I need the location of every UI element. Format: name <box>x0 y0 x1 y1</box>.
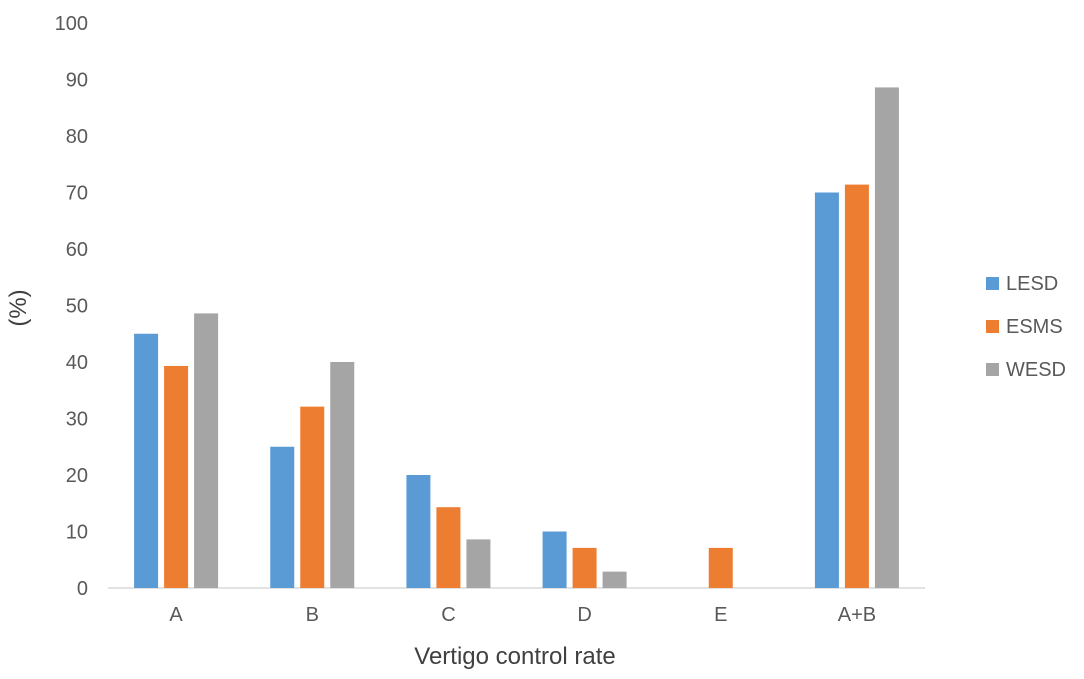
legend: LESD ESMS WESD <box>986 273 1066 381</box>
bar-wesd-c <box>466 539 491 588</box>
bar-lesd-a <box>134 333 159 588</box>
legend-label-wesd: WESD <box>1006 359 1066 381</box>
x-tick-label: B <box>306 604 319 626</box>
bar-esms-d <box>572 547 597 588</box>
x-tick-label: E <box>714 604 727 626</box>
bar-wesd-a <box>194 313 219 588</box>
bar-esms-c <box>436 507 461 588</box>
y-axis-title: (%) <box>5 289 32 326</box>
bar-lesd-c <box>406 475 431 588</box>
y-tick-label: 50 <box>66 296 88 318</box>
bar-wesd-d <box>602 571 627 588</box>
y-tick-label: 60 <box>66 239 88 261</box>
bar-wesd-aplusb <box>874 87 899 588</box>
y-tick-label: 80 <box>66 126 88 148</box>
bar-esms-e <box>708 547 733 588</box>
bar-wesd-b <box>330 362 355 588</box>
y-tick-label: 30 <box>66 409 88 431</box>
x-axis-ticks: A B C D E A+B <box>169 604 876 626</box>
y-tick-label: 40 <box>66 352 88 374</box>
x-tick-label: C <box>441 604 455 626</box>
bar-lesd-d <box>542 531 567 588</box>
legend-label-lesd: LESD <box>1006 273 1058 295</box>
x-tick-label: D <box>577 604 591 626</box>
y-tick-label: 90 <box>66 70 88 92</box>
x-tick-label: A+B <box>838 604 876 626</box>
bar-lesd-aplusb <box>814 192 839 588</box>
bar-lesd-b <box>270 446 295 588</box>
bar-esms-aplusb <box>844 184 869 588</box>
y-tick-label: 0 <box>77 578 88 600</box>
x-axis-title: Vertigo control rate <box>414 643 615 670</box>
y-tick-label: 70 <box>66 183 88 205</box>
legend-swatch-lesd <box>986 277 999 290</box>
bar-esms-a <box>164 365 189 588</box>
y-tick-label: 100 <box>55 13 88 35</box>
bar-esms-b <box>300 406 325 588</box>
legend-swatch-wesd <box>986 363 999 376</box>
bars-group <box>134 87 899 588</box>
y-tick-label: 10 <box>66 522 88 544</box>
legend-label-esms: ESMS <box>1006 316 1063 338</box>
x-tick-label: A <box>169 604 183 626</box>
y-axis-ticks: 0 10 20 30 40 50 60 70 80 90 100 <box>55 13 88 600</box>
legend-swatch-esms <box>986 320 999 333</box>
y-tick-label: 20 <box>66 465 88 487</box>
